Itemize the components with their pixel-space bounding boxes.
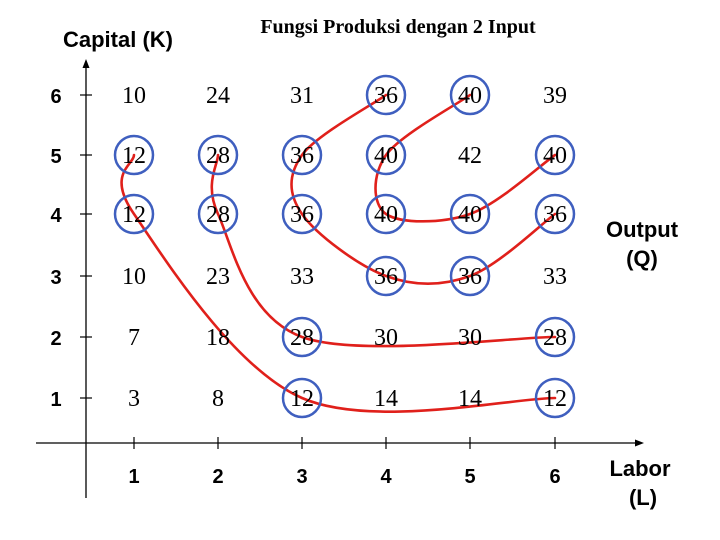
ring-L1-K5 (113, 134, 155, 176)
x-tick-label-3: 3 (296, 466, 307, 488)
isoquant-q40 (374, 93, 557, 223)
x-axis-title-line1: Labor (609, 456, 671, 481)
y-axis-title: Capital (K) (63, 27, 173, 52)
output-L5-K6: 40 (458, 83, 482, 109)
y-axis-arrowhead (82, 59, 90, 68)
ring-L2-K5 (197, 134, 239, 176)
x-tick-label-2: 2 (212, 466, 223, 488)
output-L3-K3: 33 (290, 264, 314, 290)
x-axis-arrowhead (635, 439, 644, 447)
ring-L6-K4 (534, 193, 576, 235)
ring-L6-K5 (534, 134, 576, 176)
output-L1-K6: 10 (122, 83, 146, 109)
isoquant-q12 (120, 153, 557, 413)
output-L2-K3: 23 (206, 264, 230, 290)
ring-L3-K1 (281, 377, 323, 419)
ring-L1-K4 (113, 193, 155, 235)
output-L4-K3: 36 (374, 264, 398, 290)
output-L2-K2: 18 (206, 325, 230, 351)
y-tick-label-4: 4 (50, 205, 62, 227)
output-values: 10 24 31 36 40 39 12 28 36 40 42 40 12 28 36 40 40 36 10 23… (122, 83, 567, 412)
output-L3-K6: 31 (290, 83, 314, 109)
output-L6-K1: 12 (543, 386, 567, 412)
output-L1-K2: 7 (128, 325, 140, 351)
output-L1-K3: 10 (122, 264, 146, 290)
output-L2-K1: 8 (212, 386, 224, 412)
x-axis-title-line2: (L) (629, 485, 657, 510)
isoquant-q36 (290, 93, 557, 286)
output-L6-K4: 36 (543, 202, 567, 228)
output-L3-K2: 28 (290, 325, 314, 351)
ring-L6-K2 (534, 316, 576, 358)
x-tick-label-5: 5 (464, 466, 475, 488)
tick-marks (80, 94, 556, 449)
output-L2-K6: 24 (206, 83, 230, 109)
ring-L3-K4 (281, 193, 323, 235)
ring-L2-K4 (197, 193, 239, 235)
output-L3-K5: 36 (290, 143, 314, 169)
output-L3-K4: 36 (290, 202, 314, 228)
ring-L3-K5 (281, 134, 323, 176)
ring-L6-K1 (534, 377, 576, 419)
output-L5-K1: 14 (458, 386, 482, 412)
ring-L4-K3 (365, 255, 407, 297)
output-label-line1: Output (606, 217, 679, 242)
ring-L4-K5 (365, 134, 407, 176)
output-L2-K4: 28 (206, 202, 230, 228)
x-tick-label-4: 4 (380, 466, 392, 488)
output-L6-K2: 28 (543, 325, 567, 351)
isoquant-q28 (210, 153, 557, 348)
output-L1-K1: 3 (128, 386, 140, 412)
y-tick-label-3: 3 (50, 267, 61, 289)
output-L1-K4: 12 (122, 202, 146, 228)
output-L5-K4: 40 (458, 202, 482, 228)
output-L6-K6: 39 (543, 83, 567, 109)
isoquant-curves (120, 93, 557, 413)
output-L4-K2: 30 (374, 325, 398, 351)
ring-L4-K6 (365, 74, 407, 116)
y-tick-label-2: 2 (50, 328, 61, 350)
output-L4-K5: 40 (374, 143, 398, 169)
y-tick-label-6: 6 (50, 86, 61, 108)
ring-L5-K6 (449, 74, 491, 116)
y-tick-label-5: 5 (50, 146, 61, 168)
output-L2-K5: 28 (206, 143, 230, 169)
ring-L3-K2 (281, 316, 323, 358)
diagram-title: Fungsi Produksi dengan 2 Input (260, 16, 536, 38)
output-L3-K1: 12 (290, 386, 314, 412)
y-tick-label-1: 1 (50, 389, 61, 411)
circled-cells (113, 74, 576, 419)
output-L4-K4: 40 (374, 202, 398, 228)
ring-L4-K4 (365, 193, 407, 235)
x-tick-label-1: 1 (128, 466, 139, 488)
ring-L5-K3 (449, 255, 491, 297)
output-L5-K2: 30 (458, 325, 482, 351)
output-L6-K5: 40 (543, 143, 567, 169)
x-tick-label-6: 6 (549, 466, 560, 488)
output-L6-K3: 33 (543, 264, 567, 290)
output-L5-K5: 42 (458, 143, 482, 169)
output-label-line2: (Q) (626, 246, 658, 271)
output-L5-K3: 36 (458, 264, 482, 290)
output-L4-K1: 14 (374, 386, 398, 412)
output-L1-K5: 12 (122, 143, 146, 169)
ring-L5-K4 (449, 193, 491, 235)
axes (36, 59, 644, 498)
output-L4-K6: 36 (374, 83, 398, 109)
